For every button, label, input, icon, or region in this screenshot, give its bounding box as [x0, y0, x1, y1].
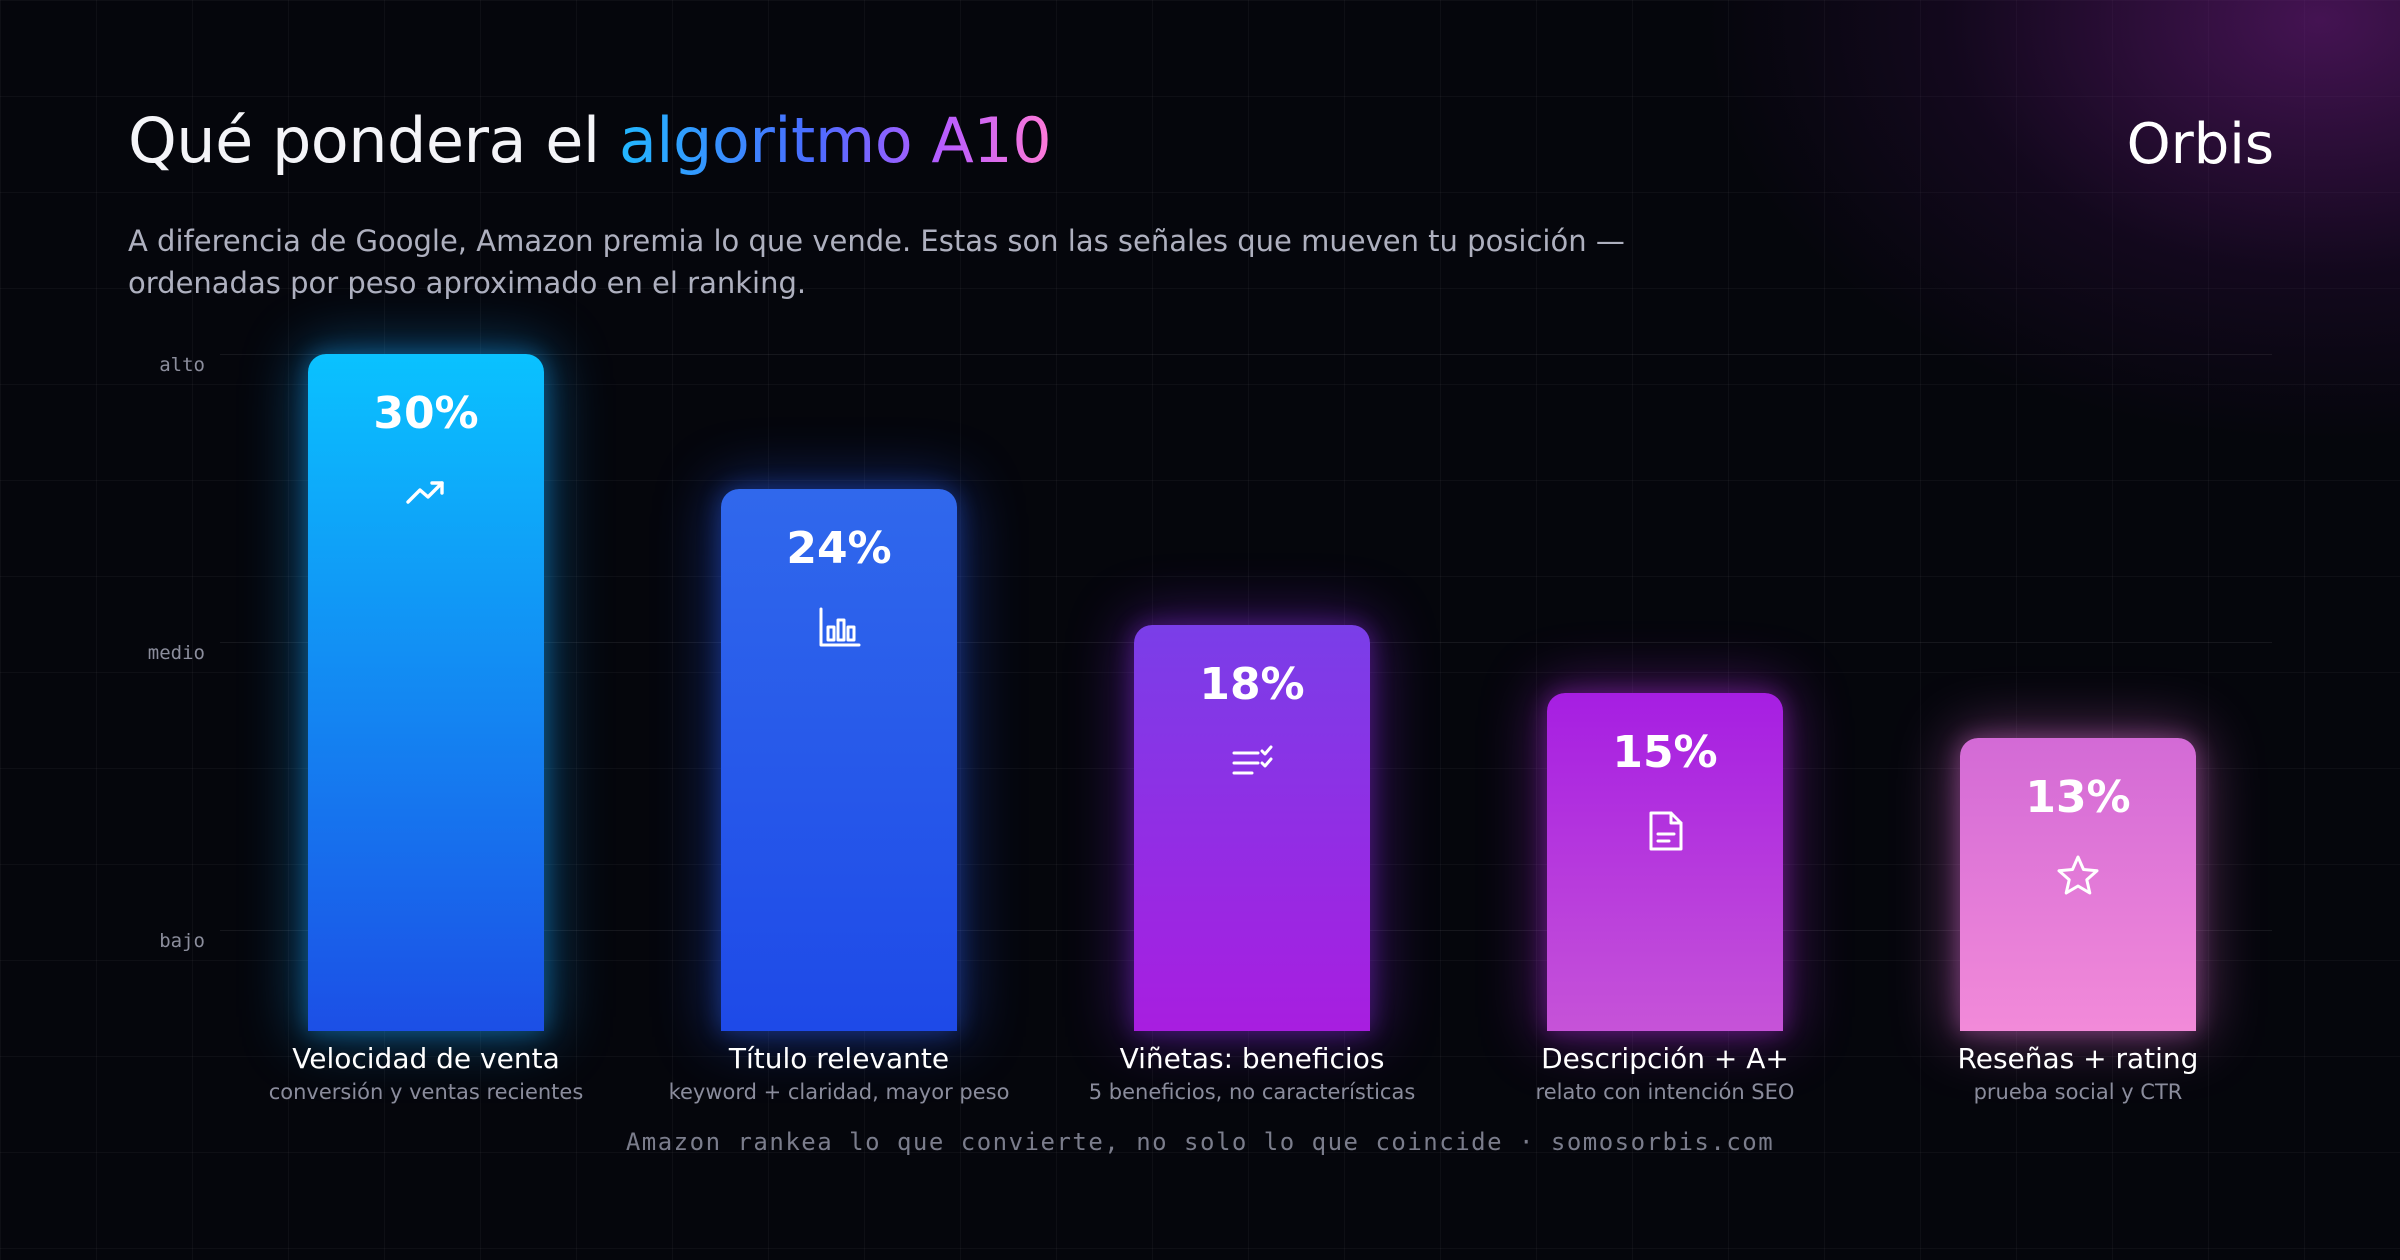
checklist-icon — [1228, 739, 1276, 787]
bar-value-label: 13% — [2025, 771, 2131, 823]
bar-2: 24% — [721, 489, 957, 1031]
grid-line-alto — [220, 354, 2272, 355]
title-accent: algoritmo A10 — [618, 104, 1052, 177]
star-icon — [2054, 852, 2102, 900]
bar-value-label: 18% — [1199, 658, 1305, 710]
footer-note: Amazon rankea lo que convierte, no solo … — [625, 1128, 1775, 1156]
bar-5: 13% — [1960, 737, 2196, 1031]
level-label-alto: alto — [159, 354, 205, 376]
bar-chart-icon — [815, 603, 863, 651]
trending-up-icon — [402, 468, 450, 516]
bar-1: 30% — [308, 354, 544, 1031]
category-sublabel: prueba social y CTR — [1973, 1080, 2183, 1104]
document-icon — [1641, 807, 1689, 855]
category-label: Viñetas: beneficios — [1119, 1042, 1385, 1075]
category-sublabel: keyword + claridad, mayor peso — [668, 1080, 1010, 1104]
level-label-medio: medio — [147, 642, 205, 664]
bar-4: 15% — [1547, 692, 1783, 1031]
brand-logo: Orbis — [2126, 112, 2274, 177]
category-label: Título relevante — [728, 1042, 950, 1075]
category-label: Velocidad de venta — [292, 1042, 560, 1075]
bar-3: 18% — [1134, 624, 1370, 1031]
level-label-bajo: bajo — [159, 930, 205, 952]
bar-value-label: 30% — [373, 388, 479, 439]
category-sublabel: 5 beneficios, no características — [1088, 1080, 1416, 1104]
bar-value-label: 24% — [786, 523, 892, 575]
category-sublabel: relato con intención SEO — [1535, 1080, 1795, 1104]
page-title: Qué pondera el algoritmo A10 — [128, 104, 1052, 177]
title-main: Qué pondera el — [128, 104, 619, 177]
category-label: Reseñas + rating — [1957, 1042, 2199, 1075]
category-sublabel: conversión y ventas recientes — [268, 1080, 584, 1104]
page-subtitle: A diferencia de Google, Amazon premia lo… — [128, 224, 1625, 300]
bar-value-label: 15% — [1612, 726, 1718, 778]
category-label: Descripción + A+ — [1541, 1042, 1789, 1075]
